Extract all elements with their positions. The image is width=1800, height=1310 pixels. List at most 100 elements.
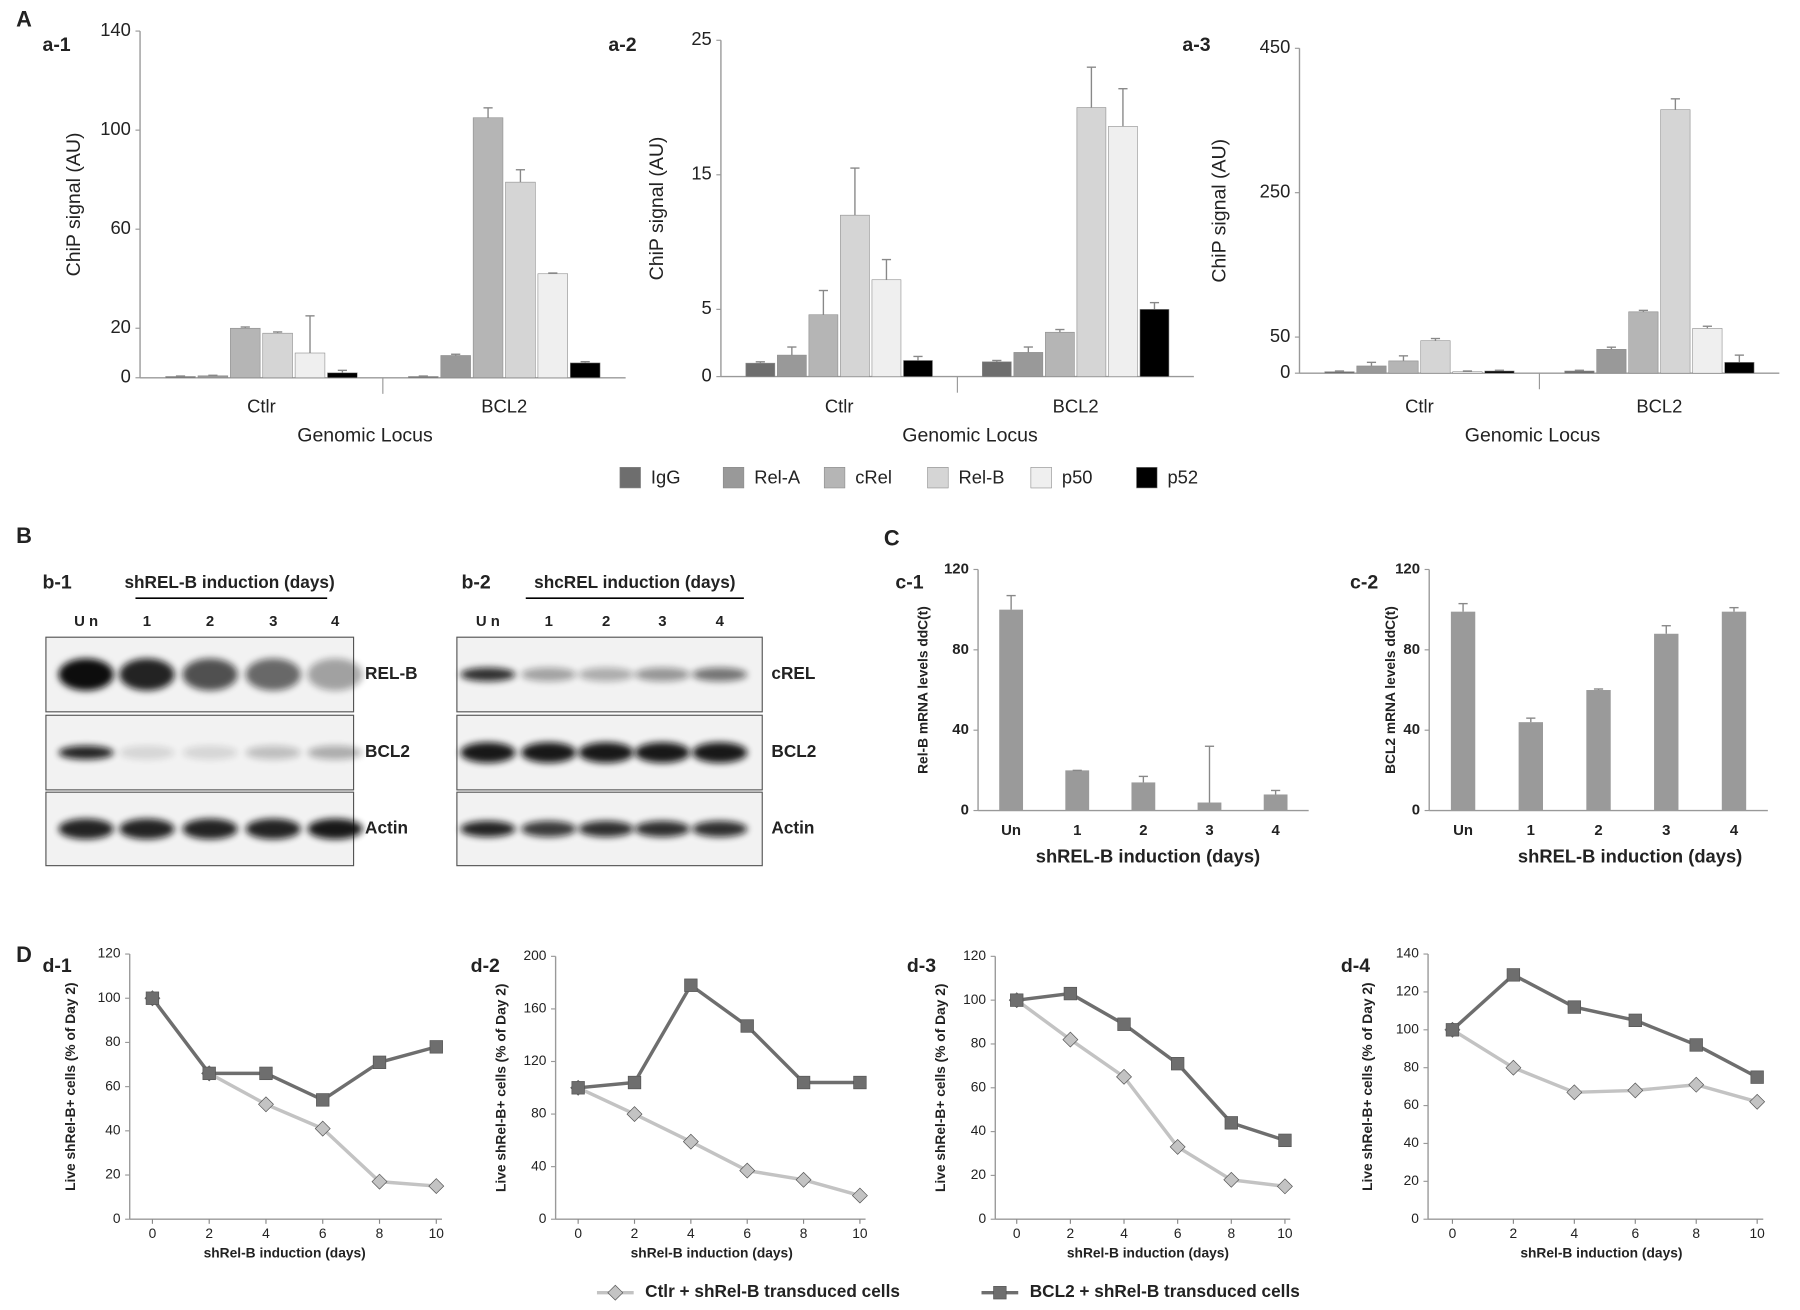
error-bar xyxy=(1118,88,1128,127)
chart-label: d-1 xyxy=(42,955,71,977)
x-tick-label: 10 xyxy=(429,1226,445,1241)
y-tick-label: 100 xyxy=(100,118,131,139)
error-bar xyxy=(1006,594,1016,610)
marker xyxy=(1749,1093,1766,1110)
marker xyxy=(314,1120,331,1137)
x-tick-label: 8 xyxy=(376,1226,384,1241)
blot-band xyxy=(692,667,748,682)
chart-label: d-4 xyxy=(1341,955,1370,977)
y-tick-label: 120 xyxy=(98,946,121,961)
row-label: Actin xyxy=(771,817,814,837)
blot-band xyxy=(692,742,748,763)
error-bar xyxy=(273,331,283,334)
lane-label: U n xyxy=(74,613,98,630)
y-tick-label: 50 xyxy=(1270,325,1290,346)
error-bar xyxy=(1734,354,1744,363)
x-tick-label: Un xyxy=(1453,822,1473,839)
series-line xyxy=(1451,972,1758,1079)
error-bar xyxy=(483,107,493,118)
error-bar xyxy=(1366,361,1377,366)
y-tick-label: 160 xyxy=(523,1001,546,1016)
chart-label: a-1 xyxy=(42,34,70,56)
marker xyxy=(429,1040,443,1054)
bar xyxy=(1586,690,1611,811)
y-tick-label: 0 xyxy=(539,1211,547,1226)
marker xyxy=(202,1066,216,1081)
series-line xyxy=(577,982,860,1090)
lane-label: 2 xyxy=(206,613,214,630)
y-tick-label: 80 xyxy=(952,641,969,658)
y-tick-label: 40 xyxy=(531,1158,547,1173)
error-bar xyxy=(1055,328,1065,333)
x-tick-label: 4 xyxy=(1730,822,1739,839)
x-tick-label: 3 xyxy=(1205,822,1213,839)
error-bar xyxy=(337,369,347,373)
x-tick-label: BCL2 xyxy=(1636,395,1682,416)
y-axis-title: Live shRel-B+ cells (% of Day 2) xyxy=(1360,982,1375,1190)
x-axis-title: shRel-B induction (days) xyxy=(1067,1245,1229,1260)
bar xyxy=(1724,362,1755,374)
bar xyxy=(1692,328,1723,374)
y-tick-label: 100 xyxy=(1396,1021,1419,1036)
x-axis-title: shRel-B induction (days) xyxy=(204,1245,366,1260)
bar xyxy=(1013,352,1044,377)
y-tick-label: 200 xyxy=(523,948,546,963)
error-bar xyxy=(1023,346,1033,353)
panel-letter: D xyxy=(16,942,32,967)
bar xyxy=(505,181,536,379)
bar xyxy=(1452,371,1483,374)
legend-label: p50 xyxy=(1062,467,1093,488)
bar xyxy=(999,609,1024,811)
chart-label: a-3 xyxy=(1182,34,1210,56)
marker xyxy=(1171,1057,1185,1071)
marker xyxy=(795,1171,812,1188)
lane-label: 4 xyxy=(716,613,725,630)
y-tick-label: 140 xyxy=(1396,946,1419,961)
error-bar xyxy=(1638,309,1648,312)
error-bar xyxy=(992,359,1002,362)
panel-letter: A xyxy=(16,7,32,32)
bar xyxy=(1654,633,1679,811)
error-bar xyxy=(1398,355,1409,361)
blot-band xyxy=(578,742,634,763)
row-label: BCL2 xyxy=(771,741,816,761)
marker xyxy=(1505,1059,1522,1076)
bar xyxy=(1564,370,1595,374)
error-bar xyxy=(580,360,590,363)
blot-band xyxy=(307,745,363,760)
marker xyxy=(372,1055,387,1069)
marker xyxy=(371,1173,388,1190)
x-tick-label: 2 xyxy=(1139,822,1147,839)
blot-band xyxy=(119,745,175,760)
x-axis-title: Genomic Locus xyxy=(297,424,433,446)
y-tick-label: 40 xyxy=(971,1123,987,1138)
marker xyxy=(853,1075,867,1090)
error-bar xyxy=(240,326,250,329)
y-tick-label: 80 xyxy=(1404,1059,1420,1074)
marker xyxy=(1223,1171,1240,1188)
marker xyxy=(796,1075,811,1090)
panel-letter: C xyxy=(884,525,900,550)
y-tick-label: 0 xyxy=(1411,1211,1419,1226)
error-bar xyxy=(1494,369,1505,372)
x-tick-label: 8 xyxy=(800,1226,808,1241)
lane-label: 3 xyxy=(269,613,277,630)
blot-label: b-1 xyxy=(42,571,71,593)
bar xyxy=(1420,340,1451,374)
legend-label: Ctlr + shRel-B transduced cells xyxy=(645,1281,900,1301)
row-label: BCL2 xyxy=(365,741,410,761)
x-tick-label: 8 xyxy=(1692,1226,1700,1241)
x-tick-label: 2 xyxy=(1067,1226,1075,1241)
y-axis-title: ChiP signal (AU) xyxy=(646,137,668,281)
blot-title: shREL-B induction (days) xyxy=(124,572,334,592)
x-tick-label: 1 xyxy=(1073,822,1081,839)
blot-band xyxy=(182,745,238,760)
bar xyxy=(871,279,902,377)
y-tick-label: 100 xyxy=(963,992,986,1007)
blot-band xyxy=(578,667,634,682)
y-tick-label: 40 xyxy=(105,1122,121,1137)
marker xyxy=(739,1162,756,1179)
x-tick-label: 10 xyxy=(1750,1226,1766,1241)
blot-band xyxy=(245,658,301,691)
